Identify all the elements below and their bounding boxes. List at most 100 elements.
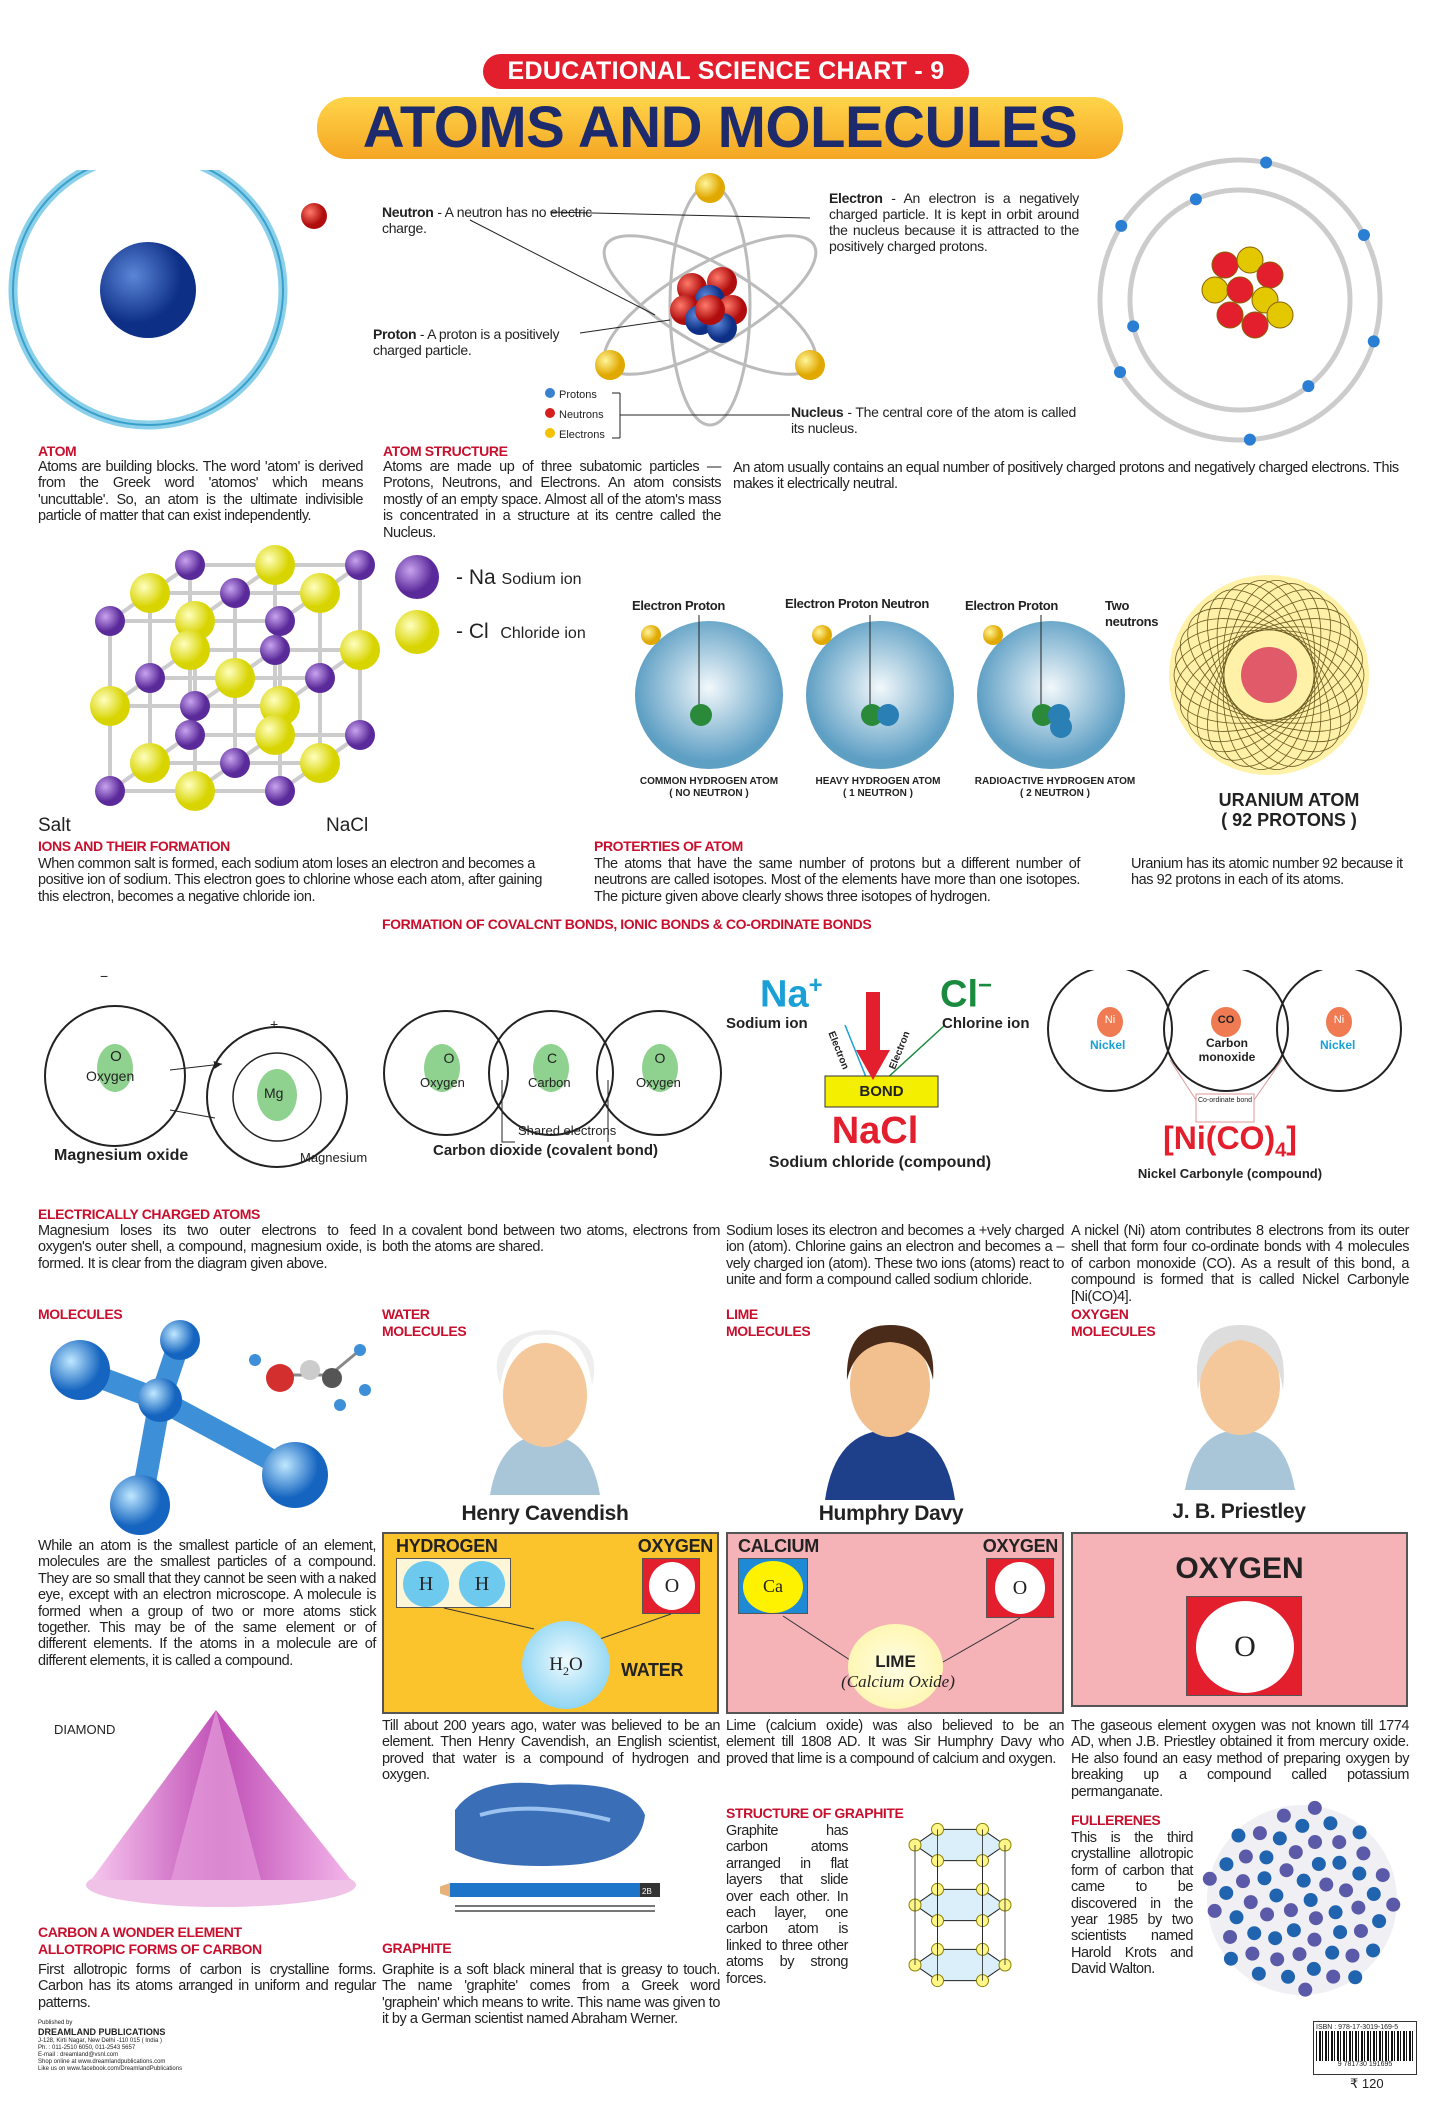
sodium-ion: [260, 635, 290, 665]
electron-orbit: [1179, 618, 1359, 732]
chloride-ion: [255, 545, 295, 585]
nucleon: [1201, 276, 1229, 304]
chloride-ion: [130, 573, 170, 613]
carbon-atom: [1328, 1905, 1343, 1920]
sodium-ion: [180, 691, 210, 721]
carbon-atom: [1366, 1943, 1381, 1958]
co2-oxygen2: Oxygen: [636, 1075, 681, 1090]
uranium-text: Uranium has its atomic number 92 because…: [1131, 856, 1403, 889]
electron: [595, 350, 625, 380]
proton-callout: Proton - A proton is a positively charge…: [373, 326, 560, 358]
carbon-atom: [1292, 1947, 1307, 1962]
sodium-ion: [135, 663, 165, 693]
carbon-heading: CARBON A WONDER ELEMENT ALLOTROPIC FORMS …: [38, 1924, 262, 1957]
carbon-atom: [1202, 1871, 1217, 1886]
electron: [812, 625, 832, 645]
electron: [983, 625, 1003, 645]
henry-cavendish-portrait: [490, 1330, 600, 1495]
electron-orbit: [1222, 580, 1316, 770]
oxygen-heading: OXYGEN MOLECULES: [1071, 1306, 1156, 1339]
chloride-ion: [215, 658, 255, 698]
carbon-atom: [1298, 1982, 1313, 1997]
oxygen-atom: O: [1196, 1601, 1294, 1693]
callout-lines: [469, 211, 811, 439]
mgo-caption: Magnesium oxide: [54, 1147, 189, 1164]
nickel-carbonyl-caption: Nickel Carbonyle (compound): [1137, 1166, 1323, 1181]
nickel-carbonyl-formula: [Ni(CO)4]: [1163, 1120, 1297, 1162]
carbon-atom: [1333, 1925, 1348, 1940]
electron: [1302, 380, 1315, 393]
carbon-atom: [1323, 1816, 1338, 1831]
carbon-atom: [1319, 1877, 1334, 1892]
electron: [1114, 366, 1127, 379]
nucleon: [1236, 246, 1264, 274]
oxygen-atom: O: [995, 1562, 1045, 1614]
co-symbol: CO: [1217, 1014, 1235, 1026]
carbon-atom: [1386, 1897, 1401, 1912]
proton: [1032, 704, 1054, 726]
carbon-atom: [1219, 1885, 1234, 1900]
carbon-atom: [1351, 1900, 1366, 1915]
graphite-pencil-illustration: 2B: [440, 1782, 660, 1912]
carbon-atom: [1288, 1845, 1303, 1860]
carbon-atom: [1259, 1850, 1274, 1865]
magnesium-oxide-diagram: [44, 1005, 348, 1168]
nacl-label: NaCl: [326, 815, 369, 836]
nacl-formula: NaCl: [831, 1110, 919, 1152]
co2-caption: Carbon dioxide (covalent bond): [433, 1142, 659, 1159]
electron-orbit: [1175, 626, 1363, 724]
priestley-name: J. B. Priestley: [1172, 1500, 1306, 1523]
carbon-atom: [1279, 1863, 1294, 1878]
legend-neutrons: Neutrons: [545, 405, 605, 425]
electron-orbit: [1207, 589, 1331, 761]
electron: [1260, 156, 1273, 169]
sodium-ion: [345, 550, 375, 580]
hydrogen-title: HYDROGEN: [396, 1536, 498, 1556]
sodium-ion: [265, 776, 295, 806]
mgo-minus: −: [100, 968, 109, 984]
nucleus: [100, 242, 196, 338]
carbon-atom: [1207, 1903, 1222, 1918]
sodium-ion: [95, 606, 125, 636]
carbon-atom: [1235, 1874, 1250, 1889]
magnesium-nucleus: [257, 1069, 297, 1121]
hydrogen-isotopes-diagram: [635, 615, 1125, 769]
carbon-atom: [1356, 1846, 1371, 1861]
electron: [1189, 193, 1202, 206]
sodium-ion-ball: [395, 555, 439, 599]
oxygen-text: The gaseous element oxygen was not known…: [1071, 1718, 1409, 1800]
carbon-atom: [1325, 1945, 1340, 1960]
carbon-dioxide-diagram: [383, 1010, 722, 1136]
humphry-davy-portrait: [825, 1325, 955, 1500]
oxygen-atom: O: [649, 1562, 695, 1610]
electron-orbit: [1207, 589, 1331, 761]
oxygen-title: OXYGEN: [637, 1536, 714, 1556]
carbon-atom: [1345, 1948, 1360, 1963]
electron-orbit: [1216, 583, 1322, 767]
iso2-labels: Electron Proton Neutron: [785, 596, 930, 611]
iso3-labels: Electron Proton: [965, 598, 1059, 613]
publisher-name: DREAMLAND PUBLICATIONS: [38, 2027, 166, 2037]
proton-dot: [545, 388, 555, 398]
jb-priestley-portrait: [1185, 1325, 1295, 1490]
electron: [301, 203, 327, 229]
ions-text: When common salt is formed, each sodium …: [38, 856, 542, 905]
charged-text-mgo: Magnesium loses its two outer electrons …: [38, 1223, 376, 1272]
lime-text: Lime (calcium oxide) was also believed t…: [726, 1718, 1064, 1767]
hydrogen-atom-cloud: [977, 621, 1125, 769]
electron-orbit: [1187, 607, 1351, 743]
chloride-ion: [170, 630, 210, 670]
molecule-3d-illustration: [50, 1320, 371, 1535]
iso2-caption: HEAVY HYDROGEN ATOM( 1 NEUTRON ): [815, 776, 941, 799]
uranium-caption: URANIUM ATOM( 92 PROTONS ): [1218, 790, 1360, 830]
carbon-atom: [1247, 1926, 1262, 1941]
calcium-atom: Ca: [743, 1561, 803, 1613]
water-text: Till about 200 years ago, water was beli…: [382, 1718, 720, 1784]
sodium-ion: [265, 606, 295, 636]
mgo-plus: +: [270, 1016, 279, 1032]
diamond-illustration: [86, 1710, 356, 1907]
nickel-label-2: Nickel: [1320, 1038, 1356, 1052]
carbon-atom: [1257, 1871, 1272, 1886]
chloride-legend: - Cl Chloride ion: [456, 620, 586, 643]
electron-orbit: [1173, 629, 1365, 721]
